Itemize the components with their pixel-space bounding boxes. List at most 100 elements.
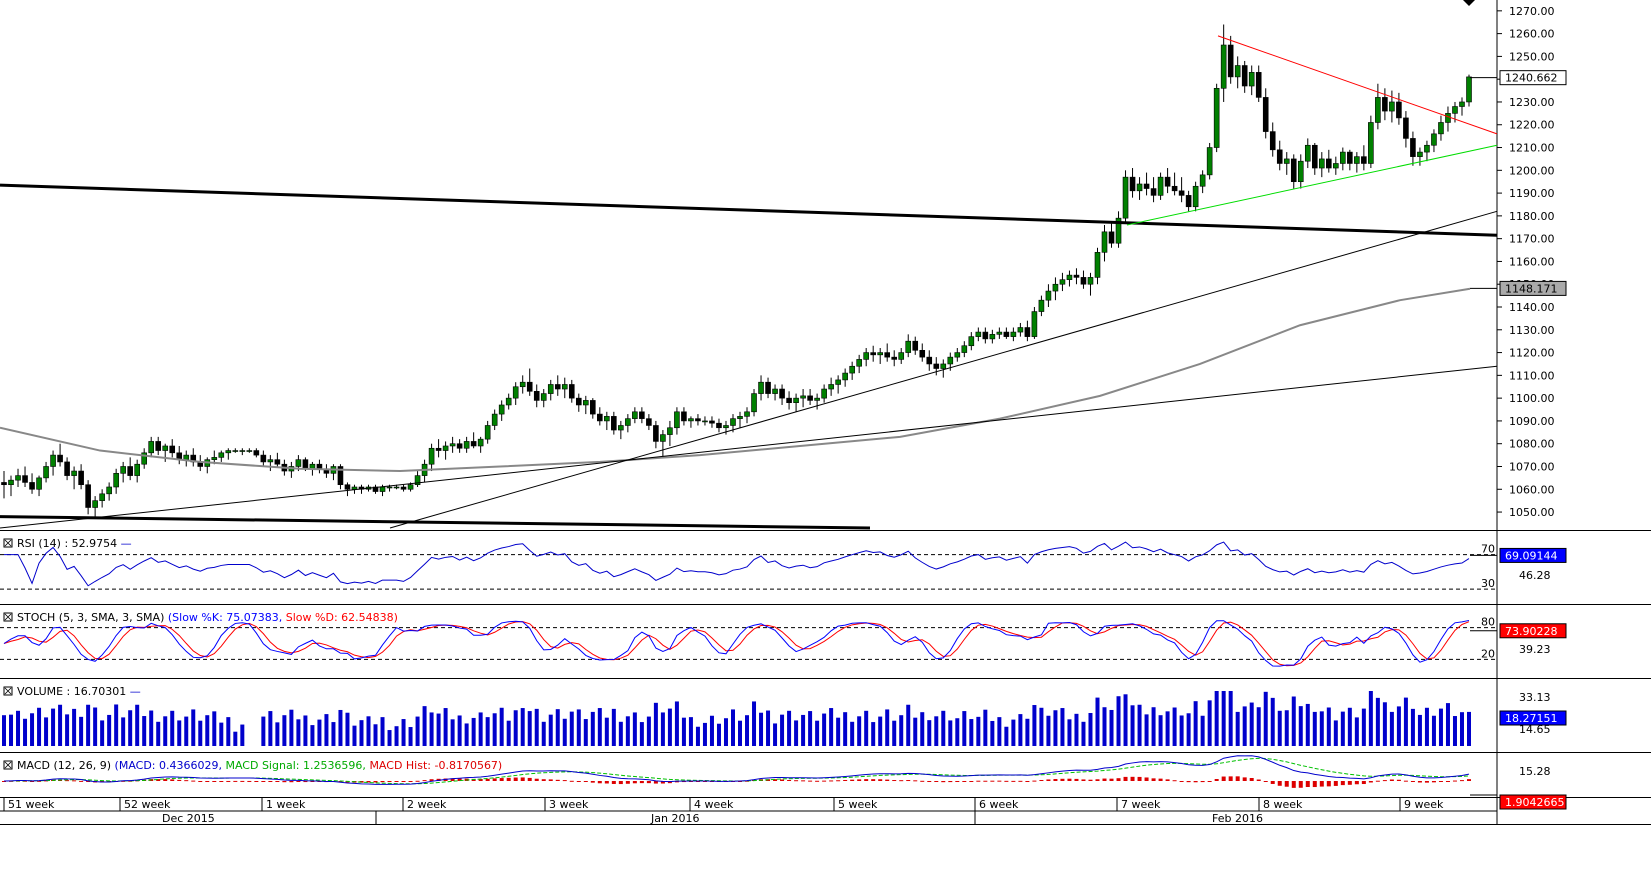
volume-bar — [205, 715, 210, 746]
candle — [1438, 115, 1444, 141]
volume-bar — [583, 719, 588, 746]
candle — [807, 389, 813, 405]
candle — [414, 471, 421, 487]
candle-body — [933, 363, 940, 369]
candle-body — [428, 447, 435, 465]
candle — [835, 375, 841, 394]
volume-bar — [920, 712, 925, 746]
macd-hist-bar — [878, 779, 883, 781]
candle — [961, 341, 968, 358]
volume-bar — [51, 708, 56, 746]
volume-bar — [1368, 691, 1373, 746]
candle-body — [1115, 217, 1122, 244]
candle-body — [996, 331, 1003, 335]
macd-hist-bar — [534, 778, 539, 781]
candle-body — [716, 422, 722, 429]
week-label: 51 week — [8, 798, 55, 811]
candle — [428, 443, 435, 472]
candle-body — [772, 388, 778, 394]
candle-body — [64, 461, 70, 476]
volume-title: VOLUME : 16.70301 — — [17, 685, 141, 698]
volume-bar — [1221, 691, 1226, 746]
volume-bar — [808, 711, 813, 746]
volume-bar — [450, 719, 455, 746]
macd-hist-bar — [927, 781, 932, 782]
macd-hist-bar — [836, 780, 841, 782]
stoch-level-80-label: 80 — [1481, 616, 1495, 629]
macd-hist-bar — [268, 781, 273, 782]
candle — [22, 466, 28, 487]
macd-hist-bar — [1039, 779, 1044, 781]
candle-body — [660, 434, 666, 442]
candle — [547, 379, 554, 401]
macd-hist-bar — [240, 780, 245, 782]
rsi-level-70-label: 70 — [1481, 543, 1495, 556]
volume-value-badge — [1499, 710, 1567, 726]
volume-bar — [646, 716, 651, 746]
candle-body — [1150, 188, 1157, 196]
volume-bar — [345, 712, 350, 746]
macd-hist-bar — [1172, 780, 1177, 782]
candle-body — [78, 470, 84, 486]
volume-bar — [906, 704, 911, 746]
candle — [1304, 138, 1311, 169]
macd-hist-bar — [1424, 781, 1429, 783]
macd-hist-bar — [794, 780, 799, 782]
candle — [15, 468, 21, 487]
volume-bar — [135, 704, 140, 746]
candle — [554, 375, 561, 396]
volume-bar — [632, 712, 637, 746]
candle-body — [1459, 101, 1465, 107]
volume-bar — [1417, 714, 1422, 746]
candle — [849, 361, 855, 380]
macd-hist-bar — [1333, 781, 1338, 786]
price-tick-label: 1250.00 — [1509, 50, 1555, 63]
volume-bar — [128, 710, 133, 746]
candle — [1171, 172, 1178, 196]
rsi-value-badge — [1499, 547, 1567, 563]
volume-bar — [114, 704, 119, 746]
candle-body — [274, 459, 281, 465]
candle-body — [22, 475, 28, 483]
candle — [1347, 149, 1353, 171]
candle-body — [1318, 158, 1325, 169]
volume-bar — [695, 726, 700, 746]
volume-bar — [58, 704, 63, 746]
volume-bar — [1270, 697, 1275, 746]
volume-bar — [1018, 714, 1023, 746]
candle-body — [568, 384, 575, 399]
candle-body — [891, 356, 898, 360]
macd-hist-bar — [387, 781, 392, 782]
volume-bar — [794, 720, 799, 746]
volume-bar — [513, 710, 518, 746]
volume-bar — [688, 717, 693, 746]
candle — [828, 377, 834, 396]
macd-hist-bar — [1410, 781, 1415, 782]
week-label: 7 week — [1121, 798, 1161, 811]
candle — [456, 439, 463, 453]
macd-hist-bar — [415, 780, 420, 782]
candle — [253, 448, 260, 458]
volume-bar — [275, 722, 280, 746]
macd-hist-bar — [857, 779, 862, 781]
price-tick-label: 1230.00 — [1509, 96, 1555, 109]
candle-body — [653, 425, 659, 442]
candle — [225, 448, 232, 460]
candle — [526, 368, 533, 396]
volume-bar — [324, 714, 329, 746]
candle-body — [1052, 283, 1059, 292]
candle — [912, 336, 919, 355]
candle-body — [1143, 183, 1150, 189]
candle-body — [786, 397, 792, 403]
candle — [674, 407, 680, 435]
candle — [667, 420, 673, 446]
macd-hist-bar — [1452, 780, 1457, 782]
candle-body — [1059, 279, 1066, 285]
volume-value-label: 18.27151 — [1505, 712, 1558, 725]
candle — [29, 473, 35, 494]
candle — [120, 461, 126, 483]
volume-bar — [485, 717, 490, 746]
volume-bar — [1193, 701, 1198, 746]
candle — [590, 398, 596, 419]
